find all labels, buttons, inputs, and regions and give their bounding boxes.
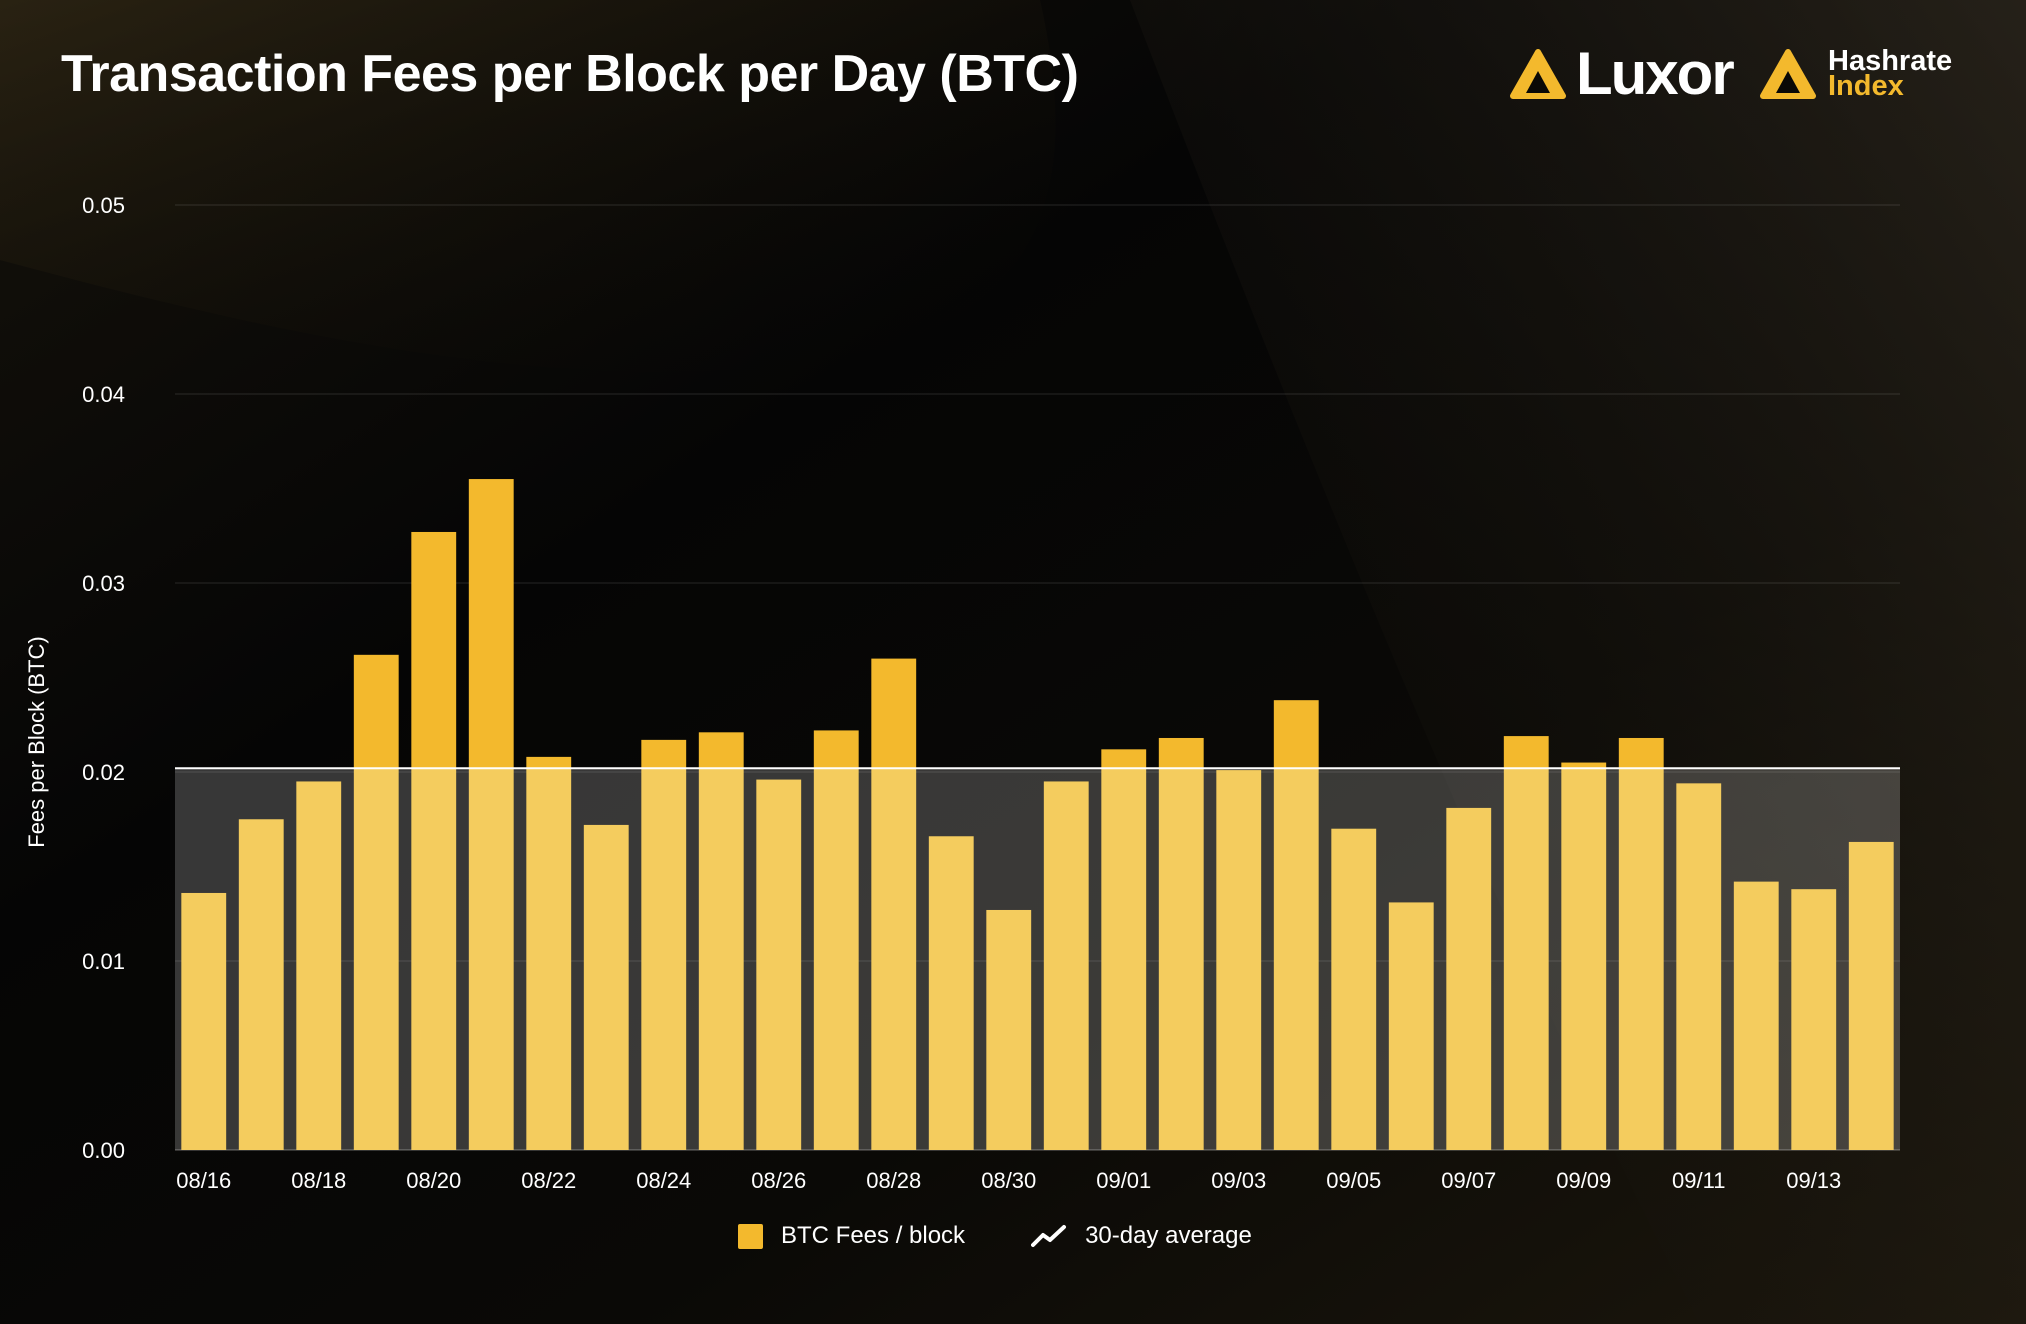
x-tick-label: 09/09 <box>1556 1168 1611 1193</box>
x-tick-label: 08/30 <box>981 1168 1036 1193</box>
bar <box>583 824 629 1150</box>
bar <box>181 892 227 1150</box>
hashrate-wordmark: Hashrate <box>1828 45 1953 77</box>
bar <box>813 730 859 769</box>
bar-lower <box>1561 768 1607 1150</box>
bar <box>238 819 284 1150</box>
x-tick-label: 09/01 <box>1096 1168 1151 1193</box>
x-tick-label: 08/26 <box>751 1168 806 1193</box>
bar-lower <box>1618 768 1664 1150</box>
average-band <box>175 768 1900 1150</box>
bar <box>1273 700 1319 769</box>
bar <box>1388 902 1434 1150</box>
bar-lower <box>698 768 744 1150</box>
bar <box>1618 737 1664 769</box>
legend-item-fees[interactable]: BTC Fees / block <box>738 1222 965 1250</box>
bar <box>1158 737 1204 769</box>
y-tick-label: 0.01 <box>82 949 125 974</box>
x-axis-ticks: 08/16 08/18 08/20 08/22 08/24 08/26 08/28 08/30… <box>176 1168 1841 1193</box>
x-tick-label: 09/07 <box>1441 1168 1496 1193</box>
x-tick-label: 08/28 <box>866 1168 921 1193</box>
bar <box>928 836 974 1150</box>
x-tick-label: 09/05 <box>1326 1168 1381 1193</box>
x-tick-label: 08/16 <box>176 1168 231 1193</box>
bar <box>526 756 572 769</box>
legend-label-average: 30-day average <box>1085 1222 1252 1249</box>
luxor-logo: Luxor <box>1510 40 1735 107</box>
legend-item-average[interactable]: 30-day average <box>1031 1222 1252 1250</box>
average-band-area <box>175 768 1900 1150</box>
x-tick-label: 08/20 <box>406 1168 461 1193</box>
bar-lower <box>1503 768 1549 1150</box>
bar <box>1331 828 1377 1150</box>
trend-line-icon <box>1031 1225 1067 1247</box>
x-tick-label: 09/03 <box>1211 1168 1266 1193</box>
index-wordmark: Index <box>1828 70 1904 102</box>
bar <box>641 739 687 769</box>
bar <box>1848 841 1894 1150</box>
bar <box>296 781 342 1150</box>
y-axis-title: Fees per Block (BTC) <box>24 636 49 848</box>
x-tick-label: 08/22 <box>521 1168 576 1193</box>
y-tick-label: 0.00 <box>82 1138 125 1163</box>
x-tick-label: 09/13 <box>1786 1168 1841 1193</box>
bars <box>181 479 1894 1150</box>
bar <box>353 654 399 769</box>
bar <box>411 531 457 769</box>
x-tick-label: 08/18 <box>291 1168 346 1193</box>
bar-lower <box>526 768 572 1150</box>
luxor-mark-icon <box>1510 49 1566 99</box>
legend: BTC Fees / block 30-day average <box>738 1222 1252 1250</box>
y-tick-label: 0.02 <box>82 760 125 785</box>
bar-lower <box>1158 768 1204 1150</box>
legend-label-fees: BTC Fees / block <box>781 1222 966 1249</box>
chart-title: Transaction Fees per Block per Day (BTC) <box>61 45 1079 103</box>
legend-swatch-fees <box>738 1223 763 1249</box>
bar <box>698 732 744 769</box>
bar-lower <box>411 768 457 1150</box>
luxor-wordmark: Luxor <box>1576 40 1735 107</box>
bar <box>871 658 917 769</box>
bar <box>1101 749 1147 769</box>
y-tick-label: 0.04 <box>82 382 125 407</box>
bar-lower <box>813 768 859 1150</box>
gridlines <box>175 204 1900 1151</box>
bar <box>986 909 1032 1150</box>
hashrate-index-logo: Hashrate Index <box>1760 46 1952 102</box>
x-tick-label: 09/11 <box>1672 1168 1725 1193</box>
bar-lower <box>353 768 399 1150</box>
bar-lower <box>641 768 687 1150</box>
bar <box>468 479 514 769</box>
y-tick-label: 0.05 <box>82 193 125 218</box>
bar-lower <box>871 768 917 1150</box>
bar <box>1791 889 1837 1150</box>
bar <box>1216 770 1262 1150</box>
y-tick-label: 0.03 <box>82 571 125 596</box>
bar-lower <box>1101 768 1147 1150</box>
bar-lower <box>468 768 514 1150</box>
bar <box>756 779 802 1150</box>
hashrate-mark-icon <box>1760 49 1816 99</box>
bar <box>1733 881 1779 1150</box>
bar-lower <box>1273 768 1319 1150</box>
bar <box>1446 807 1492 1150</box>
x-tick-label: 08/24 <box>636 1168 691 1193</box>
bar <box>1676 783 1722 1150</box>
y-axis-ticks: 0.00 0.01 0.02 0.03 0.04 0.05 <box>82 193 125 1163</box>
bar <box>1503 736 1549 769</box>
bar <box>1561 762 1607 769</box>
bar <box>1043 781 1089 1150</box>
